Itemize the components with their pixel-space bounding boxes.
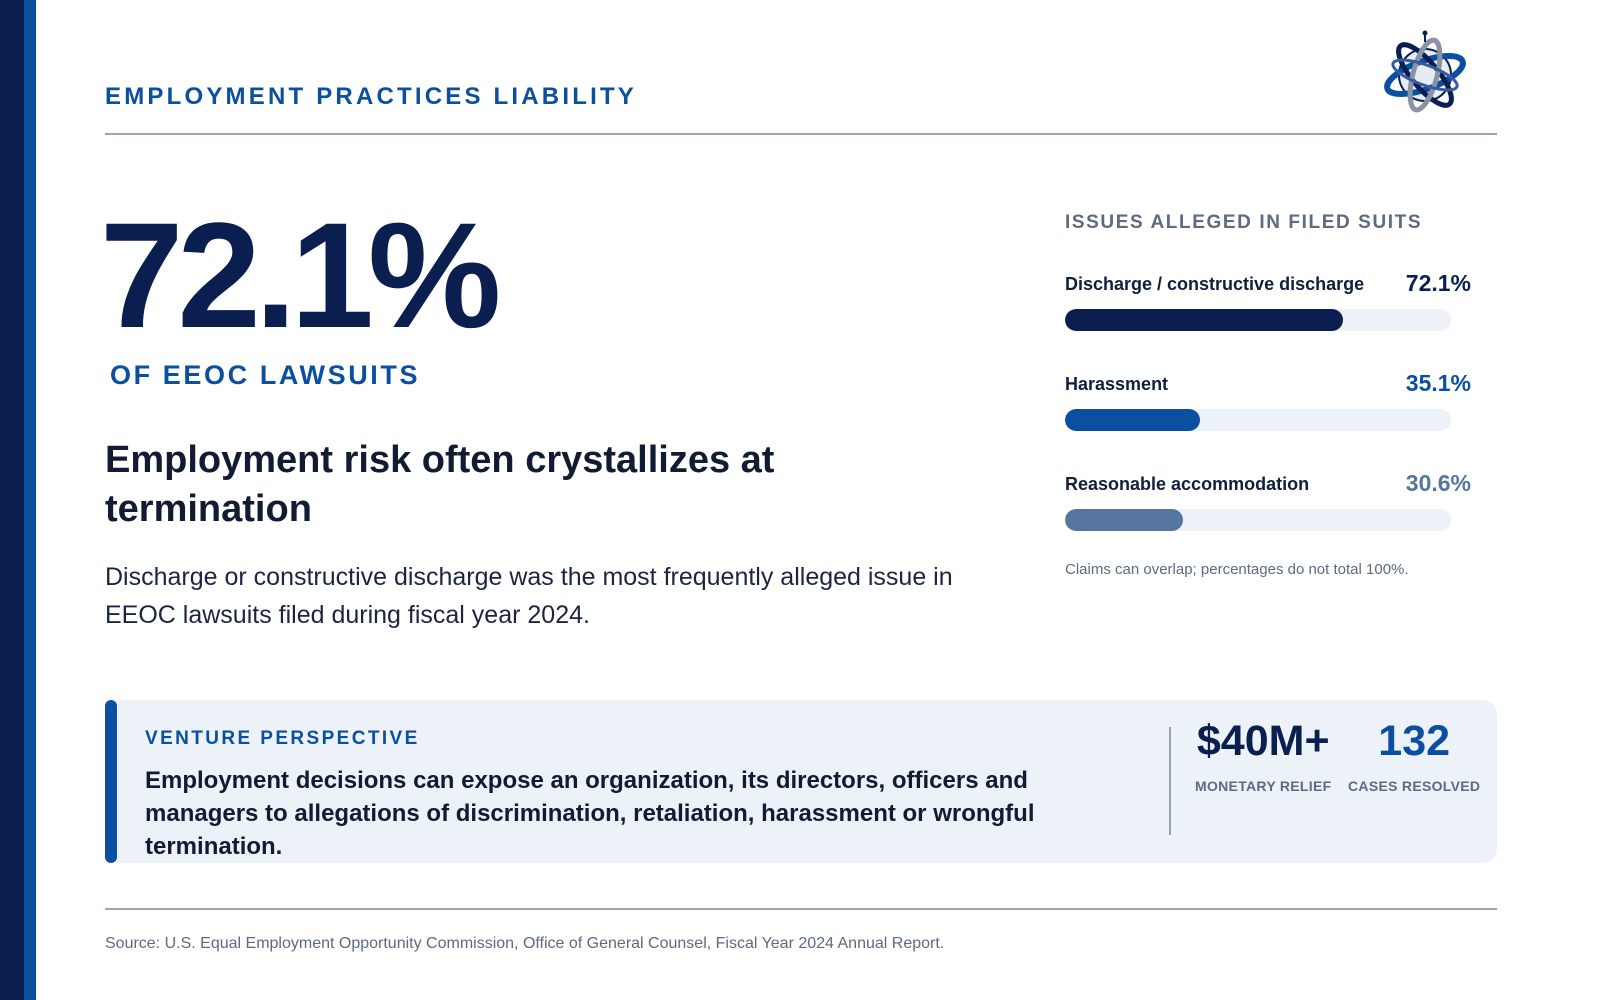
issue-label: Reasonable accommodation: [1065, 474, 1310, 494]
body-text: Discharge or constructive discharge was …: [105, 563, 953, 629]
issue-label: Discharge / constructive discharge: [1065, 274, 1365, 294]
stat-value: $40M+: [1196, 717, 1330, 765]
issue-bar-fill: [1065, 509, 1184, 531]
section-eyebrow: EMPLOYMENT PRACTICES LIABILITY: [105, 83, 638, 110]
issue-percent: 30.6%: [1405, 470, 1471, 496]
stat-cases-resolved: 132 CASES RESOLVED: [1348, 716, 1480, 794]
side-accent-bar-light: [24, 0, 36, 1000]
headline: Employment risk often crystallizes at te…: [105, 439, 775, 530]
issue-bar-fill: [1065, 309, 1344, 331]
issues-title: ISSUES ALLEGED IN FILED SUITS: [1065, 212, 1423, 233]
footer-divider: [105, 908, 1497, 910]
venture-perspective-panel: VENTURE PERSPECTIVE Employment decisions…: [105, 700, 1497, 863]
venture-accent-bar: [105, 700, 117, 863]
issue-percent: 35.1%: [1405, 370, 1471, 396]
issue-bar-track: [1065, 509, 1451, 531]
issue-bar-track: [1065, 309, 1451, 331]
hero-stat-subtitle: OF EEOC LAWSUITS: [110, 360, 421, 390]
issue-percent: 72.1%: [1405, 270, 1471, 296]
issue-bar-track: [1065, 409, 1451, 431]
issues-note: Claims can overlap; percentages do not t…: [1065, 561, 1409, 578]
venture-text: Employment decisions can expose an organ…: [145, 767, 1035, 860]
issue-row-accommodation: Reasonable accommodation 30.6%: [1065, 464, 1471, 534]
venture-divider: [1169, 727, 1171, 835]
header-divider: [105, 133, 1497, 135]
venture-title: VENTURE PERSPECTIVE: [145, 728, 420, 749]
hero-stat: 72.1%: [100, 191, 501, 359]
issue-row-harassment: Harassment 35.1%: [1065, 364, 1471, 434]
side-accent-bar-dark: [0, 0, 24, 1000]
issue-label: Harassment: [1065, 374, 1169, 394]
source-citation: Source: U.S. Equal Employment Opportunit…: [105, 935, 945, 952]
issue-row-discharge: Discharge / constructive discharge 72.1%: [1065, 264, 1471, 334]
stat-label: CASES RESOLVED: [1348, 778, 1481, 794]
issue-bar-fill: [1065, 409, 1201, 431]
globe-rings-logo-icon: [1384, 30, 1466, 113]
stat-monetary-relief: $40M+ MONETARY RELIEF: [1195, 716, 1331, 794]
stat-value: 132: [1378, 717, 1451, 765]
stat-label: MONETARY RELIEF: [1195, 778, 1332, 794]
